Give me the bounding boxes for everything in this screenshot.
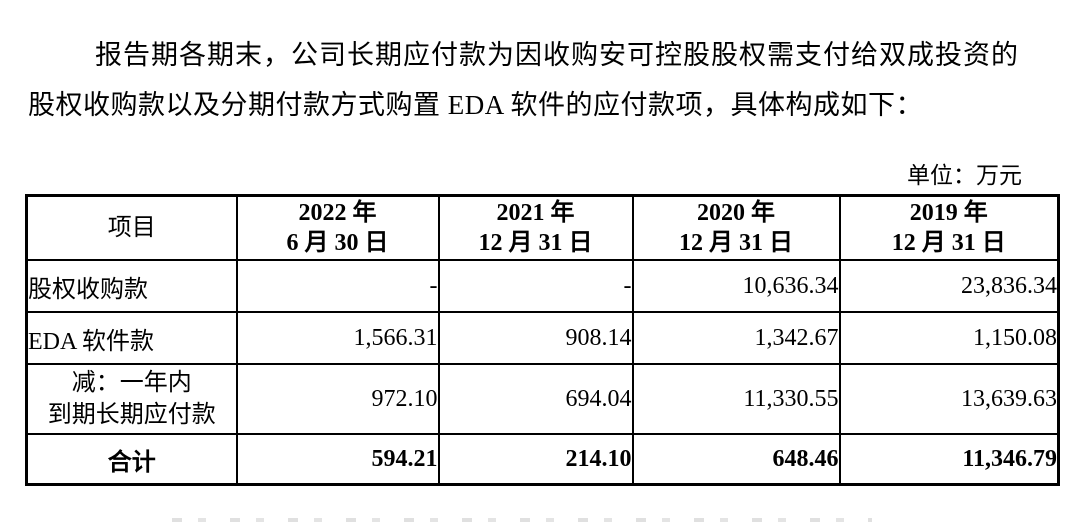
cell-value: 694.04 [437,363,634,435]
cell-value: - [235,259,440,313]
cell-value: 10,636.34 [631,259,841,313]
col-header-2019: 2019 年 12 月 31 日 [838,194,1060,261]
col-header-2022: 2022 年 6 月 30 日 [235,194,440,261]
cell-value: 972.10 [235,363,440,435]
col-header-item: 项目 [25,194,238,261]
cell-value: 908.14 [437,311,634,365]
col-header-2021-line1: 2021 年 [496,200,575,226]
cell-value: 11,346.79 [838,433,1060,486]
table-row-equity-purchase: 股权收购款 - - 10,636.34 23,836.34 [25,259,1060,313]
col-header-item-label: 项目 [107,215,156,241]
col-header-2019-line1: 2019 年 [909,200,988,226]
cell-value: 214.10 [437,433,634,486]
col-header-2020-line2: 12 月 31 日 [679,230,793,256]
table-row-total: 合计 594.21 214.10 648.46 11,346.79 [25,433,1060,486]
row-label: EDA 软件款 [25,311,238,365]
unit-label: 单位：万元 [907,163,1022,188]
row-label-line1: 减：一年内 [71,370,192,396]
row-label: 合计 [25,433,238,486]
col-header-2019-line2: 12 月 31 日 [891,230,1006,256]
cell-value: 1,342.67 [631,311,841,365]
row-label: 股权收购款 [25,259,238,313]
cell-value: 13,639.63 [838,363,1060,435]
cell-value: 594.21 [235,433,440,486]
cell-value: 648.46 [631,433,841,486]
col-header-2020: 2020 年 12 月 31 日 [631,194,841,261]
intro-paragraph-line2: 股权收购款以及分期付款方式购置 EDA 软件的应付款项，具体构成如下： [28,90,923,120]
cell-value: - [437,259,634,313]
col-header-2022-line1: 2022 年 [298,200,377,226]
cell-value: 11,330.55 [631,363,841,435]
col-header-2021: 2021 年 12 月 31 日 [437,194,634,261]
table-row-less-due-within-one-year: 减：一年内 到期长期应付款 972.10 694.04 11,330.55 13… [25,363,1060,435]
cell-value: 1,566.31 [235,311,440,365]
document-page: { "paragraph": { "line1": "报告期各期末，公司长期应付… [0,30,1080,523]
col-header-2022-line2: 6 月 30 日 [286,230,389,256]
col-header-2021-line2: 12 月 31 日 [478,230,593,256]
row-label-line2: 到期长期应付款 [47,402,216,428]
clipped-next-line-fragment [172,518,872,522]
cell-value: 23,836.34 [838,259,1060,313]
row-label: 减：一年内 到期长期应付款 [25,363,238,435]
cell-value: 1,150.08 [838,311,1060,365]
intro-paragraph-line1: 报告期各期末，公司长期应付款为因收购安可控股股权需支付给双成投资的 [95,40,1019,70]
table-row-eda-software: EDA 软件款 1,566.31 908.14 1,342.67 1,150.0… [25,311,1060,365]
long-term-payables-table: 项目 2022 年 6 月 30 日 2021 年 12 月 31 日 2020… [25,194,1060,486]
header-row: 项目 2022 年 6 月 30 日 2021 年 12 月 31 日 2020… [25,194,1060,261]
intro-paragraph: 报告期各期末，公司长期应付款为因收购安可控股股权需支付给双成投资的 股权收购款以… [28,30,1024,130]
col-header-2020-line1: 2020 年 [697,200,775,226]
